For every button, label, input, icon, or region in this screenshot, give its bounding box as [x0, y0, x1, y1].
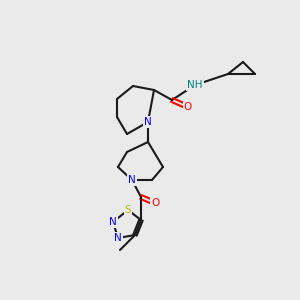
Text: O: O: [184, 102, 192, 112]
Text: N: N: [109, 217, 117, 227]
Text: N: N: [128, 175, 136, 185]
Text: NH: NH: [187, 80, 203, 90]
Text: O: O: [151, 198, 159, 208]
Text: S: S: [125, 205, 131, 215]
Text: N: N: [144, 117, 152, 127]
Text: N: N: [114, 233, 122, 243]
